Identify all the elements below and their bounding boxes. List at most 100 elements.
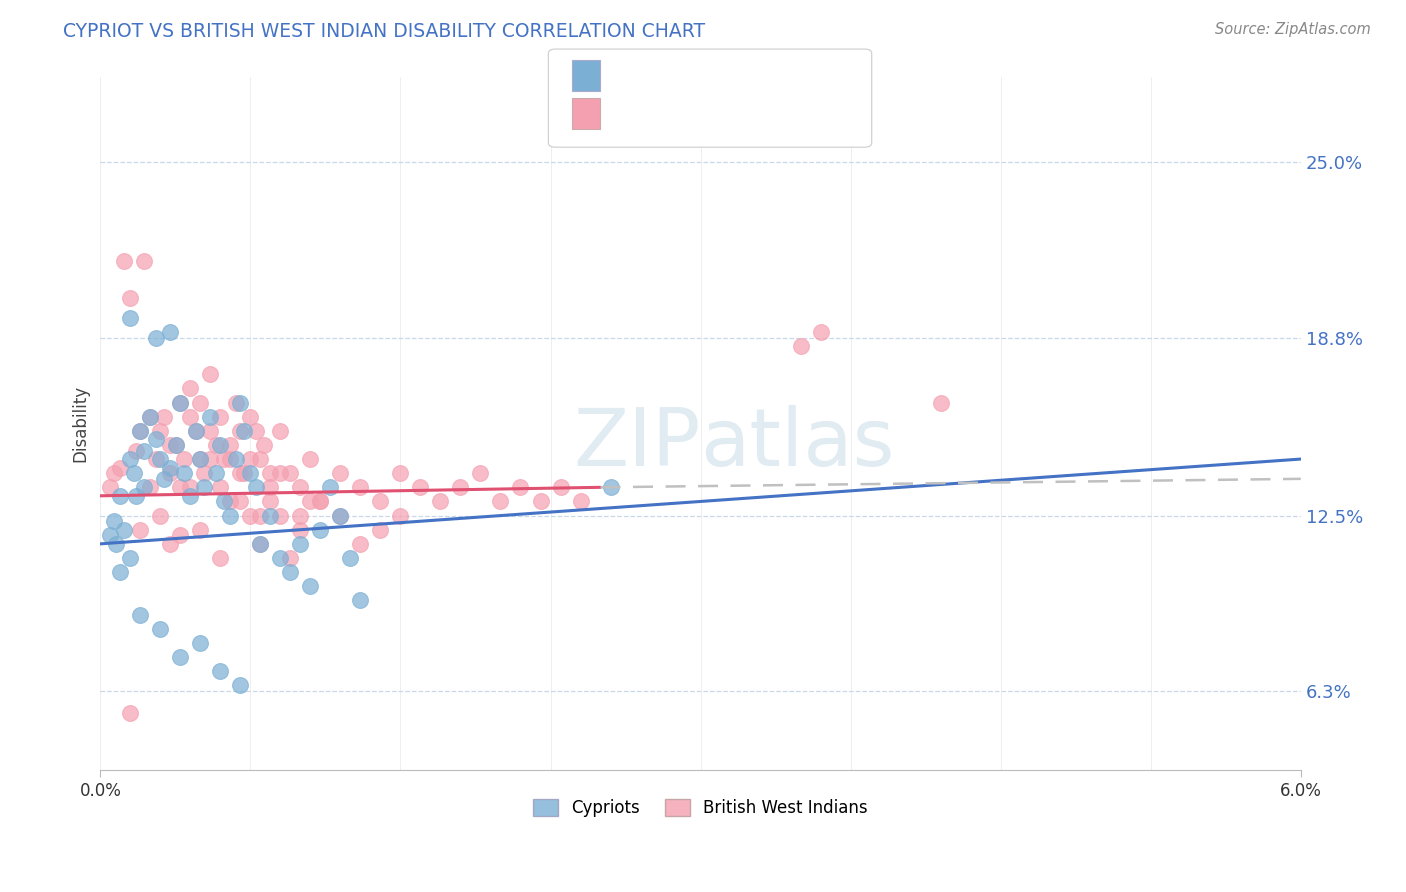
Point bbox=[229, 494, 252, 508]
Point bbox=[110, 460, 132, 475]
Point bbox=[229, 424, 252, 438]
Point bbox=[225, 452, 247, 467]
Point bbox=[159, 466, 181, 480]
Point bbox=[339, 551, 361, 566]
Point bbox=[209, 409, 232, 424]
Point bbox=[249, 537, 271, 551]
Point bbox=[145, 452, 167, 467]
Point bbox=[259, 466, 281, 480]
Text: atlas: atlas bbox=[700, 406, 896, 483]
Point bbox=[179, 409, 201, 424]
Point bbox=[129, 424, 152, 438]
Point bbox=[209, 480, 232, 494]
Point bbox=[245, 480, 267, 494]
Point bbox=[929, 395, 952, 409]
Point bbox=[219, 438, 242, 452]
Point bbox=[389, 508, 412, 523]
Point bbox=[159, 460, 181, 475]
Point bbox=[239, 409, 262, 424]
Point bbox=[134, 254, 156, 268]
Point bbox=[134, 443, 156, 458]
Point bbox=[269, 424, 291, 438]
Point bbox=[370, 523, 392, 537]
Point bbox=[349, 480, 371, 494]
Point bbox=[112, 523, 135, 537]
Point bbox=[233, 466, 256, 480]
Point bbox=[489, 494, 512, 508]
Point bbox=[103, 514, 125, 528]
Point bbox=[153, 472, 176, 486]
Point bbox=[193, 480, 215, 494]
Point bbox=[190, 395, 212, 409]
Point bbox=[249, 537, 271, 551]
Point bbox=[569, 494, 592, 508]
Point bbox=[309, 494, 332, 508]
Point bbox=[159, 438, 181, 452]
Y-axis label: Disability: Disability bbox=[72, 385, 89, 462]
Point bbox=[173, 452, 195, 467]
Point bbox=[129, 607, 152, 622]
Point bbox=[529, 494, 551, 508]
Point bbox=[219, 452, 242, 467]
Point bbox=[120, 310, 142, 325]
Point bbox=[239, 452, 262, 467]
Point bbox=[389, 466, 412, 480]
Point bbox=[229, 395, 252, 409]
Point bbox=[309, 523, 332, 537]
Point bbox=[209, 438, 232, 452]
Point bbox=[259, 494, 281, 508]
Point bbox=[134, 480, 156, 494]
Point bbox=[290, 523, 312, 537]
Point bbox=[169, 649, 191, 664]
Point bbox=[139, 480, 162, 494]
Point bbox=[153, 409, 176, 424]
Point bbox=[205, 466, 228, 480]
Point bbox=[200, 452, 222, 467]
Point bbox=[299, 579, 322, 593]
Point bbox=[280, 466, 302, 480]
Point bbox=[329, 466, 352, 480]
Point bbox=[269, 466, 291, 480]
Text: N =: N = bbox=[716, 100, 755, 118]
Point bbox=[259, 480, 281, 494]
Point bbox=[139, 409, 162, 424]
Point bbox=[169, 528, 191, 542]
Point bbox=[159, 325, 181, 339]
Point bbox=[550, 480, 572, 494]
Point bbox=[219, 508, 242, 523]
Point bbox=[129, 523, 152, 537]
Point bbox=[290, 537, 312, 551]
Text: Source: ZipAtlas.com: Source: ZipAtlas.com bbox=[1215, 22, 1371, 37]
Point bbox=[125, 443, 148, 458]
Point bbox=[219, 494, 242, 508]
Point bbox=[209, 551, 232, 566]
Point bbox=[98, 528, 121, 542]
Point bbox=[299, 452, 322, 467]
Point bbox=[225, 395, 247, 409]
Point bbox=[309, 494, 332, 508]
Point bbox=[110, 489, 132, 503]
Point bbox=[124, 466, 146, 480]
Point bbox=[429, 494, 451, 508]
Point bbox=[253, 438, 276, 452]
Point bbox=[200, 409, 222, 424]
Text: R =: R = bbox=[614, 62, 652, 79]
Point bbox=[159, 537, 181, 551]
Point bbox=[165, 438, 187, 452]
Point bbox=[290, 508, 312, 523]
Point bbox=[329, 508, 352, 523]
Point bbox=[179, 480, 201, 494]
Point bbox=[205, 438, 228, 452]
Point bbox=[103, 466, 125, 480]
Point bbox=[120, 452, 142, 467]
Point bbox=[269, 551, 291, 566]
Point bbox=[280, 551, 302, 566]
Point bbox=[169, 480, 191, 494]
Point bbox=[319, 480, 342, 494]
Point bbox=[200, 368, 222, 382]
Point bbox=[229, 466, 252, 480]
Text: N =: N = bbox=[716, 62, 755, 79]
Point bbox=[239, 508, 262, 523]
Point bbox=[179, 489, 201, 503]
Text: 0.051: 0.051 bbox=[657, 100, 711, 118]
